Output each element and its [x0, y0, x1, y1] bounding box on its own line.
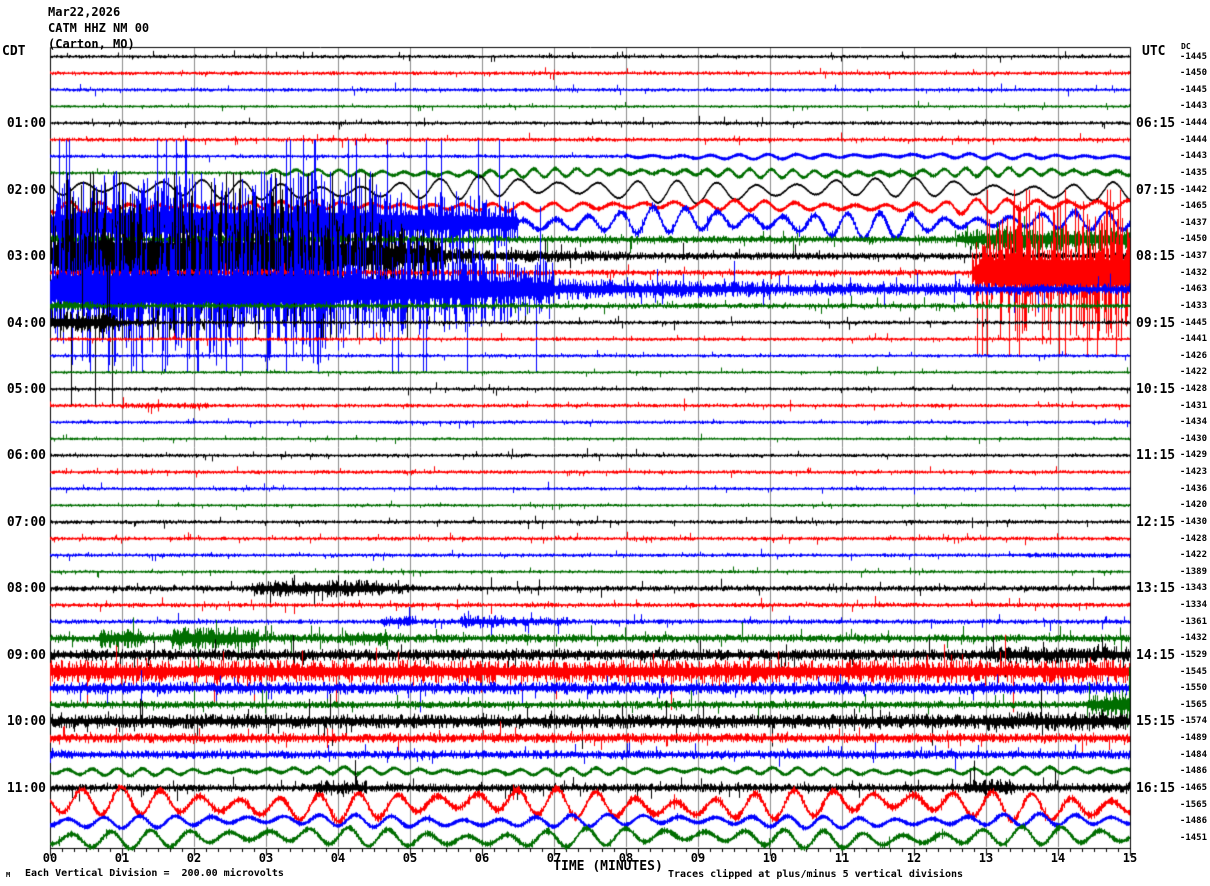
cdt-hour-label: 07:00: [6, 514, 46, 530]
dc-value: -1334: [1179, 600, 1207, 611]
dc-value: -1489: [1179, 733, 1207, 744]
cdt-hour-label: 03:00: [6, 249, 46, 265]
utc-hour-label: 08:15: [1136, 249, 1176, 265]
x-tick-label: 04: [330, 851, 346, 865]
dc-value: -1423: [1179, 467, 1207, 478]
utc-hour-label: 15:15: [1136, 714, 1176, 730]
dc-value: -1441: [1179, 334, 1207, 345]
dc-value: -1450: [1179, 68, 1207, 79]
cdt-hour-label: 01:00: [6, 116, 46, 132]
dc-value: -1442: [1179, 184, 1207, 195]
cdt-hour-label: 02:00: [6, 182, 46, 198]
x-tick-label: 12: [906, 851, 922, 865]
station-code: CATM HHZ NM 00: [48, 21, 150, 35]
dc-value: -1426: [1179, 350, 1207, 361]
cdt-hour-label: 06:00: [6, 448, 46, 464]
dc-value: -1565: [1179, 799, 1207, 810]
x-tick-label: 07: [546, 851, 562, 865]
dc-value: -1574: [1179, 716, 1207, 727]
right-timezone-label: UTC: [1142, 44, 1166, 59]
dc-value: -1343: [1179, 583, 1207, 594]
dc-value: -1436: [1179, 483, 1207, 494]
station-location: (Carton, MO): [48, 37, 135, 51]
dc-value: -1443: [1179, 101, 1207, 112]
dc-offset-label: DC: [1181, 42, 1191, 51]
x-tick-label: 00: [42, 851, 58, 865]
dc-value: -1430: [1179, 516, 1207, 527]
x-tick-label: 14: [1050, 851, 1066, 865]
dc-value: -1428: [1179, 384, 1207, 394]
dc-value: -1463: [1179, 284, 1207, 295]
dc-value: -1433: [1179, 300, 1207, 311]
dc-value: -1437: [1179, 217, 1207, 228]
dc-value: -1422: [1179, 550, 1207, 561]
dc-value: -1445: [1179, 51, 1207, 62]
x-tick-label: 10: [762, 851, 778, 865]
dc-value: -1529: [1179, 649, 1207, 660]
dc-value: -1445: [1179, 84, 1207, 95]
dc-value: -1450: [1179, 234, 1207, 245]
x-tick-label: 15: [1122, 851, 1138, 865]
dc-value: -1444: [1179, 118, 1207, 129]
dc-value: -1445: [1179, 317, 1207, 328]
x-tick-label: 01: [114, 851, 130, 865]
x-tick-label: 13: [978, 851, 994, 865]
x-tick-label: 05: [402, 851, 418, 865]
dc-value: -1431: [1179, 400, 1207, 411]
dc-value: -1435: [1179, 167, 1207, 178]
dc-value: -1432: [1179, 633, 1207, 644]
cdt-hour-label: 05:00: [6, 382, 46, 397]
x-tick-label: 02: [186, 851, 202, 865]
x-tick-label: 03: [258, 851, 274, 865]
left-timezone-label: CDT: [2, 44, 26, 59]
dc-value: -1420: [1179, 500, 1207, 511]
clip-note: Traces clipped at plus/minus 5 vertical …: [668, 869, 964, 880]
x-axis-title: TIME (MINUTES): [553, 859, 663, 874]
dc-value: -1444: [1179, 134, 1207, 145]
utc-hour-label: 16:15: [1136, 780, 1176, 796]
dc-value: -1443: [1179, 151, 1207, 162]
dc-value: -1465: [1179, 782, 1207, 793]
utc-hour-label: 12:15: [1136, 514, 1176, 530]
dc-value: -1545: [1179, 666, 1207, 677]
watermark-glyph: M: [6, 871, 11, 879]
utc-hour-label: 14:15: [1136, 647, 1176, 663]
utc-hour-label: 06:15: [1136, 116, 1176, 132]
utc-hour-label: 11:15: [1136, 448, 1176, 464]
cdt-hour-label: 04:00: [6, 315, 46, 331]
dc-value: -1486: [1179, 766, 1207, 777]
dc-value: -1484: [1179, 749, 1207, 760]
dc-value: -1432: [1179, 267, 1207, 278]
header-date: Mar22,2026: [48, 5, 121, 19]
dc-value: -1434: [1179, 417, 1207, 428]
dc-value: -1361: [1179, 616, 1207, 627]
dc-value: -1451: [1179, 832, 1207, 843]
cdt-hour-label: 08:00: [6, 581, 46, 597]
cdt-hour-label: 11:00: [6, 780, 46, 796]
dc-value: -1486: [1179, 816, 1207, 827]
utc-hour-label: 10:15: [1136, 382, 1176, 397]
x-tick-label: 06: [474, 851, 490, 865]
dc-value: -1430: [1179, 433, 1207, 444]
dc-value: -1437: [1179, 251, 1207, 262]
x-tick-label: 08: [618, 851, 634, 865]
dc-value: -1389: [1179, 566, 1207, 577]
dc-value: -1428: [1179, 533, 1207, 544]
dc-value: -1550: [1179, 683, 1207, 694]
x-tick-label: 11: [834, 851, 850, 865]
scale-note: Each Vertical Division = 200.00 microvol…: [25, 868, 284, 879]
utc-hour-label: 13:15: [1136, 581, 1176, 597]
utc-hour-label: 09:15: [1136, 315, 1176, 331]
dc-value: -1422: [1179, 367, 1207, 378]
cdt-hour-label: 09:00: [6, 647, 46, 663]
cdt-hour-label: 10:00: [6, 714, 46, 730]
dc-value: -1565: [1179, 699, 1207, 710]
dc-value: -1429: [1179, 450, 1207, 461]
dc-value: -1465: [1179, 201, 1207, 212]
utc-hour-label: 07:15: [1136, 182, 1176, 198]
x-tick-label: 09: [690, 851, 706, 865]
